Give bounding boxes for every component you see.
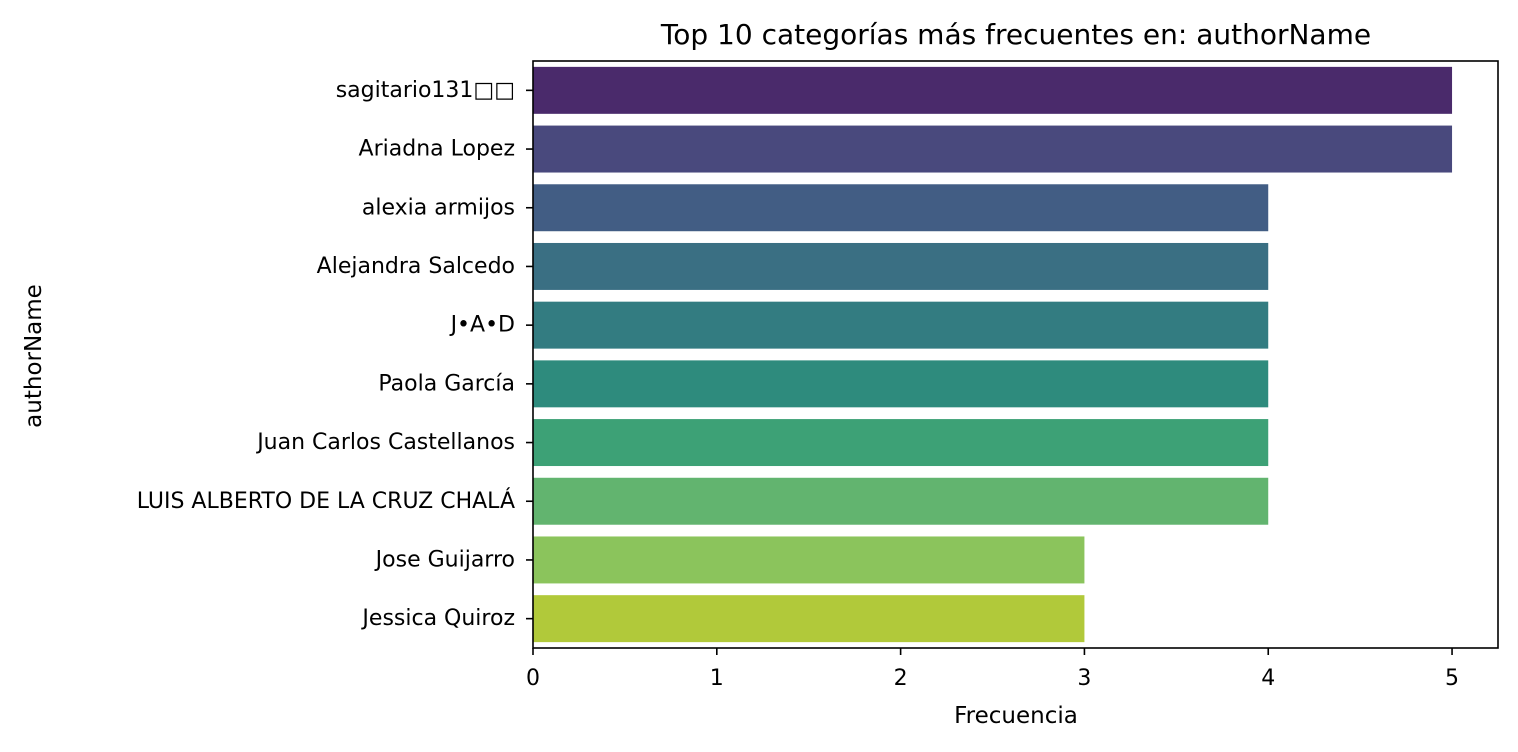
y-tick-label: Ariadna Lopez: [359, 137, 515, 162]
y-tick-label: Paola García: [378, 371, 515, 396]
y-tick-label: Alejandra Salcedo: [317, 254, 515, 279]
x-tick-label: 4: [1261, 666, 1275, 691]
y-tick-label: Jose Guijarro: [374, 547, 515, 572]
bar: [533, 536, 1085, 584]
x-tick-label: 0: [526, 666, 540, 691]
plot-frame: [532, 60, 1499, 649]
bar: [533, 301, 1269, 349]
x-tick-label: 3: [1077, 666, 1091, 691]
bar: [533, 184, 1269, 232]
x-ticks-layer: 0 1 2 3 4 5: [526, 648, 1459, 691]
x-tick-label: 5: [1445, 666, 1459, 691]
y-tick-label: alexia armijos: [362, 195, 515, 220]
x-tick-label: 2: [894, 666, 908, 691]
bar: [533, 66, 1453, 114]
y-axis-label: authorName: [21, 284, 47, 428]
bar: [533, 595, 1085, 643]
bar: [533, 242, 1269, 290]
y-ticks-layer: sagitario131□□ Ariadna Lopez alexia armijo…: [137, 78, 533, 631]
bar: [533, 477, 1269, 525]
bar: [533, 360, 1269, 408]
y-tick-label: Jessica Quiroz: [360, 606, 515, 631]
bars-layer: [533, 66, 1453, 643]
bar: [533, 419, 1269, 467]
y-tick-label: J•A•D: [449, 313, 515, 338]
y-tick-label: Juan Carlos Castellanos: [255, 430, 515, 455]
bar: [533, 125, 1453, 173]
chart-title: Top 10 categorías más frecuentes en: aut…: [660, 18, 1371, 51]
y-tick-label: sagitario131□□: [336, 78, 515, 103]
x-tick-label: 1: [710, 666, 724, 691]
x-axis-label: Frecuencia: [954, 703, 1078, 729]
y-tick-label: LUIS ALBERTO DE LA CRUZ CHALÁ: [137, 488, 515, 514]
